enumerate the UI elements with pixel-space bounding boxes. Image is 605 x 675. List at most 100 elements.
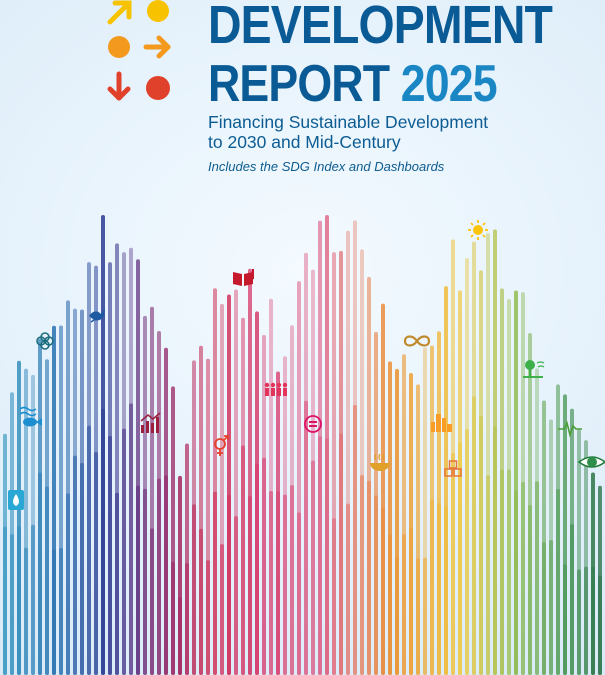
gender-icon	[214, 435, 229, 456]
bar-segment	[507, 469, 511, 675]
fish-icon	[19, 406, 42, 427]
subtitle: Financing Sustainable Development to 2030…	[208, 112, 488, 152]
bar-segment	[171, 561, 175, 675]
subtitle-line-2: to 2030 and Mid-Century	[208, 132, 401, 152]
bar-segment	[10, 534, 14, 675]
bar-segment	[395, 557, 399, 675]
eye-globe-icon	[577, 456, 605, 468]
sun-icon	[468, 220, 488, 240]
bar-segment	[577, 569, 581, 675]
bar-segment	[360, 475, 364, 675]
logo	[107, 0, 171, 101]
bar-segment	[206, 560, 210, 675]
bar-segment	[234, 516, 238, 675]
bar-segment	[591, 566, 595, 675]
bar-segment	[346, 503, 350, 675]
city-icon	[431, 414, 452, 432]
sun-dot-icon	[147, 0, 169, 22]
bar-segment	[290, 485, 294, 675]
growth-chart-icon	[140, 412, 161, 433]
bar-segment	[556, 488, 560, 675]
bar-segment	[311, 460, 315, 675]
equality-icon	[304, 415, 322, 433]
bar-segment	[241, 445, 245, 675]
bar-segment	[213, 491, 217, 675]
arrow-right-icon	[143, 35, 171, 59]
bar-segment	[437, 503, 441, 675]
bar-segment	[521, 481, 525, 675]
bar-segment	[486, 474, 490, 675]
bar-segment	[262, 457, 266, 675]
bar-segment	[3, 526, 7, 675]
bar-segment	[157, 478, 161, 675]
bar-segment	[122, 428, 126, 675]
bar-segment	[458, 442, 462, 675]
bar-segment	[164, 475, 168, 675]
bar-segment	[17, 526, 21, 675]
bar-segment	[388, 534, 392, 675]
people-icon	[264, 382, 288, 396]
bar-segment	[367, 480, 371, 675]
bar-segment	[227, 494, 231, 675]
bar-segment	[514, 490, 518, 675]
bar-segment	[24, 547, 28, 675]
bar-segment	[339, 433, 343, 675]
bar-segment	[570, 524, 574, 675]
bar-segment	[185, 563, 189, 675]
report-title-word: REPORT	[208, 55, 390, 113]
bar-segment	[318, 436, 322, 675]
bar-segment	[528, 505, 532, 675]
bar-segment	[178, 596, 182, 675]
bar-segment	[493, 426, 497, 675]
bar-segment	[430, 499, 434, 675]
bar-segment	[500, 469, 504, 675]
boxes-icon	[444, 460, 462, 477]
report-year: 2025	[400, 55, 498, 113]
bar-segment	[549, 539, 553, 675]
bar-segment	[374, 495, 378, 675]
bar-segment	[423, 557, 427, 675]
bar-segment	[73, 455, 77, 675]
bar-segment	[38, 472, 42, 675]
bar-segment	[108, 435, 112, 675]
bar-segment	[542, 542, 546, 675]
bar-segment	[304, 400, 308, 675]
bar-segment	[465, 428, 469, 675]
bar-segment	[66, 493, 70, 675]
bar-segment	[248, 495, 252, 675]
bar-segment	[59, 548, 63, 675]
bar-segment	[353, 404, 357, 675]
bar-segment	[80, 462, 84, 675]
report-title-line-1: DEVELOPMENT	[208, 0, 553, 55]
bar-segment	[115, 492, 119, 675]
bar-segment	[143, 488, 147, 675]
bar-segment	[402, 534, 406, 675]
bar-segment	[45, 486, 49, 675]
bar-segment	[409, 528, 413, 675]
bars-group	[3, 215, 602, 675]
bar-segment	[416, 558, 420, 675]
bar-segment	[192, 504, 196, 675]
tagline: Includes the SDG Index and Dashboards	[208, 159, 445, 174]
bar-segment	[199, 528, 203, 675]
tree-icon	[523, 360, 545, 378]
bar-segment	[255, 463, 259, 675]
bar-segment	[87, 425, 91, 675]
bar-segment	[535, 481, 539, 675]
bar-segment	[598, 575, 602, 675]
flower-icon	[36, 332, 54, 350]
bar-segment	[129, 403, 133, 675]
dove-icon	[89, 308, 105, 323]
bowl-icon	[370, 453, 390, 471]
book-icon	[233, 269, 254, 286]
bar-segment	[563, 564, 567, 675]
bar-segment	[136, 485, 140, 675]
bar-segment	[220, 544, 224, 675]
bar-segment	[101, 408, 105, 675]
water-drop-icon	[8, 490, 24, 510]
bar-segment	[94, 451, 98, 675]
report-title-line-2: REPORT 2025	[208, 54, 498, 114]
bar-segment	[31, 524, 35, 675]
bar-segment	[444, 506, 448, 675]
